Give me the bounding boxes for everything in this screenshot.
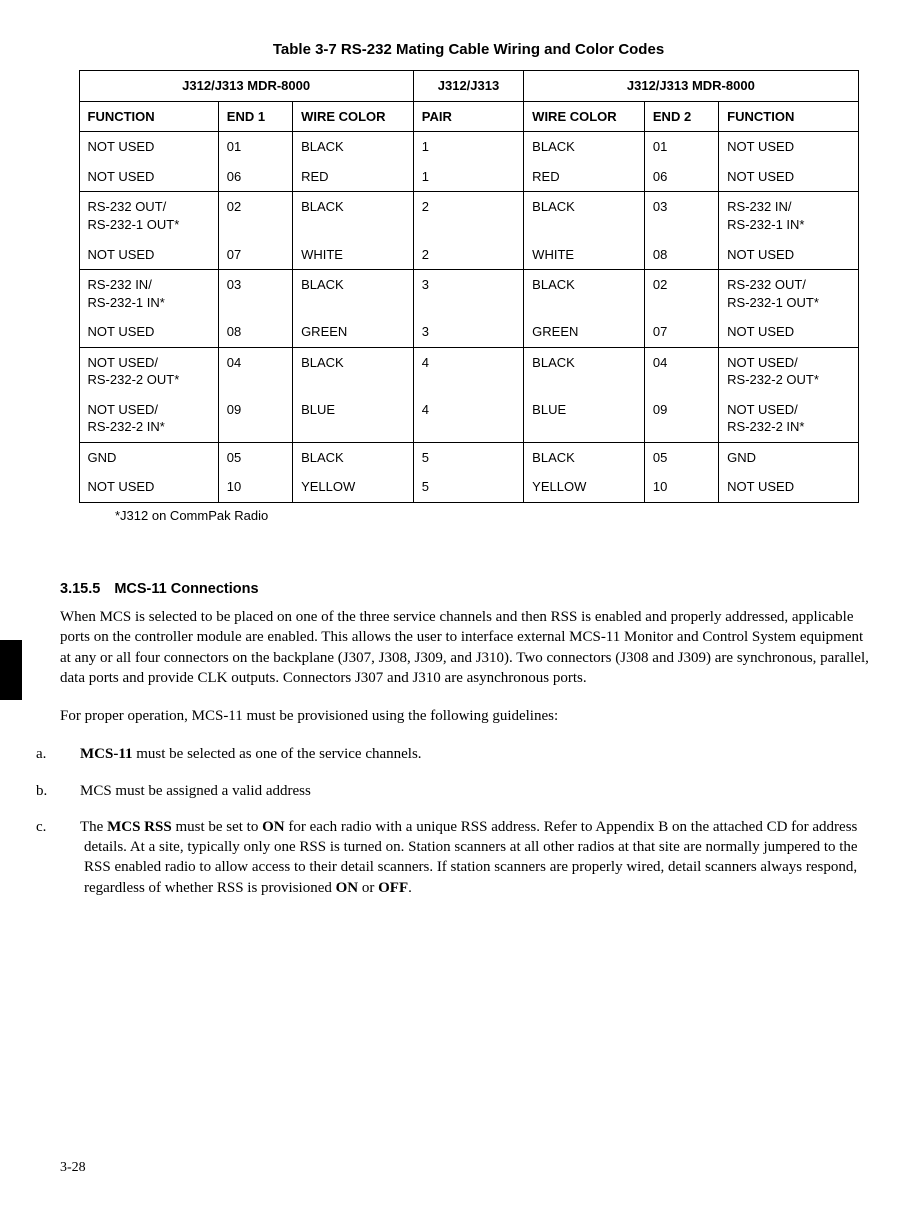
col-function-1: FUNCTION (79, 101, 218, 132)
table-cell: NOT USED (79, 240, 218, 270)
table-cell: 09 (218, 395, 292, 443)
table-cell: NOT USED (719, 472, 858, 502)
table-cell: RS-232 OUT/RS-232-1 OUT* (719, 270, 858, 318)
table-cell: RED (293, 162, 414, 192)
col-function-2: FUNCTION (719, 101, 858, 132)
table-cell: YELLOW (524, 472, 645, 502)
table-cell: 06 (218, 162, 292, 192)
table-cell: 3 (413, 270, 523, 318)
table-cell: 10 (218, 472, 292, 502)
table-cell: NOT USED (79, 132, 218, 162)
table-cell: 2 (413, 192, 523, 240)
table-cell: 4 (413, 395, 523, 443)
table-cell: WHITE (293, 240, 414, 270)
section-heading: 3.15.5 MCS-11 Connections (60, 580, 877, 600)
table-cell: 03 (218, 270, 292, 318)
table-cell: BLUE (524, 395, 645, 443)
wiring-table: J312/J313 MDR-8000 J312/J313 J312/J313 M… (79, 70, 859, 503)
table-cell: 07 (644, 317, 718, 347)
table-cell: 02 (218, 192, 292, 240)
table-cell: 04 (218, 347, 292, 395)
table-cell: NOT USED (719, 317, 858, 347)
side-tab (0, 640, 22, 700)
table-cell: NOT USED/RS-232-2 OUT* (79, 347, 218, 395)
table-cell: 3 (413, 317, 523, 347)
table-cell: BLACK (524, 132, 645, 162)
table-cell: 05 (644, 442, 718, 472)
col-end1: END 1 (218, 101, 292, 132)
table-cell: RS-232 IN/RS-232-1 IN* (79, 270, 218, 318)
table-cell: BLACK (524, 347, 645, 395)
table-cell: 5 (413, 472, 523, 502)
table-cell: NOT USED (719, 240, 858, 270)
table-cell: 03 (644, 192, 718, 240)
table-cell: 06 (644, 162, 718, 192)
section-title: MCS-11 Connections (114, 581, 258, 597)
paragraph-1: When MCS is selected to be placed on one… (60, 607, 877, 688)
table-cell: 10 (644, 472, 718, 502)
table-cell: 01 (218, 132, 292, 162)
table-cell: 07 (218, 240, 292, 270)
table-cell: 04 (644, 347, 718, 395)
header-left: J312/J313 MDR-8000 (79, 71, 413, 102)
table-cell: 08 (218, 317, 292, 347)
table-cell: NOT USED (79, 162, 218, 192)
table-cell: NOT USED (719, 162, 858, 192)
table-cell: 1 (413, 162, 523, 192)
col-wirecolor-1: WIRE COLOR (293, 101, 414, 132)
item-c: c.The MCS RSS must be set to ON for each… (60, 817, 877, 898)
table-cell: BLACK (524, 270, 645, 318)
table-cell: 01 (644, 132, 718, 162)
table-cell: BLACK (293, 347, 414, 395)
table-cell: BLACK (524, 442, 645, 472)
header-mid: J312/J313 (413, 71, 523, 102)
table-cell: 2 (413, 240, 523, 270)
item-b: b.MCS must be assigned a valid address (60, 781, 877, 801)
col-wirecolor-2: WIRE COLOR (524, 101, 645, 132)
section-number: 3.15.5 (60, 581, 100, 597)
table-cell: GND (719, 442, 858, 472)
table-cell: 5 (413, 442, 523, 472)
table-cell: YELLOW (293, 472, 414, 502)
table-cell: GREEN (524, 317, 645, 347)
table-cell: BLACK (293, 442, 414, 472)
table-cell: BLACK (293, 270, 414, 318)
table-caption: Table 3-7 RS-232 Mating Cable Wiring and… (60, 40, 877, 60)
table-cell: GREEN (293, 317, 414, 347)
table-cell: BLACK (524, 192, 645, 240)
table-cell: 1 (413, 132, 523, 162)
table-cell: WHITE (524, 240, 645, 270)
table-cell: NOT USED (719, 132, 858, 162)
table-cell: RS-232 IN/RS-232-1 IN* (719, 192, 858, 240)
table-cell: RED (524, 162, 645, 192)
col-pair: PAIR (413, 101, 523, 132)
page-number: 3-28 (60, 1159, 86, 1178)
table-cell: 09 (644, 395, 718, 443)
col-end2: END 2 (644, 101, 718, 132)
table-footnote: *J312 on CommPak Radio (115, 507, 877, 525)
table-cell: 08 (644, 240, 718, 270)
table-cell: BLACK (293, 132, 414, 162)
table-cell: NOT USED (79, 317, 218, 347)
table-cell: 4 (413, 347, 523, 395)
table-cell: NOT USED/RS-232-2 OUT* (719, 347, 858, 395)
paragraph-2: For proper operation, MCS-11 must be pro… (60, 706, 877, 726)
table-cell: GND (79, 442, 218, 472)
table-cell: 02 (644, 270, 718, 318)
header-right: J312/J313 MDR-8000 (524, 71, 858, 102)
table-cell: BLUE (293, 395, 414, 443)
table-cell: NOT USED/RS-232-2 IN* (79, 395, 218, 443)
item-a: a.MCS-11 must be selected as one of the … (60, 744, 877, 764)
table-cell: NOT USED/RS-232-2 IN* (719, 395, 858, 443)
table-cell: NOT USED (79, 472, 218, 502)
table-cell: 05 (218, 442, 292, 472)
table-cell: BLACK (293, 192, 414, 240)
table-cell: RS-232 OUT/RS-232-1 OUT* (79, 192, 218, 240)
guideline-list: a.MCS-11 must be selected as one of the … (60, 744, 877, 898)
